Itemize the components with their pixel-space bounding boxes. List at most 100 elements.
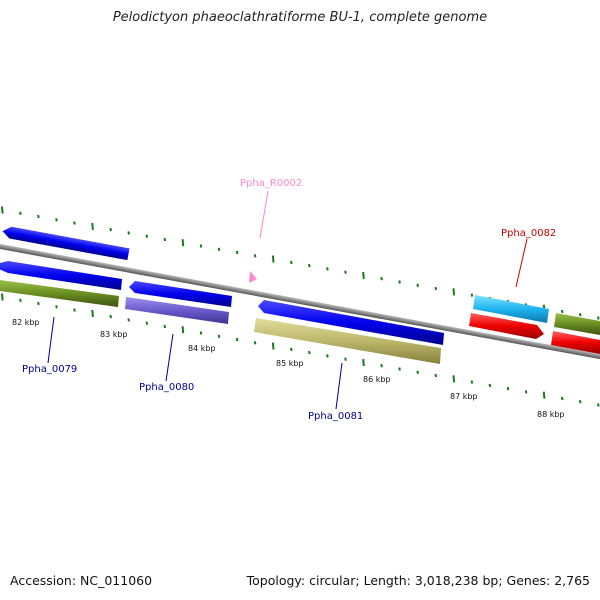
gene-ppha-r0002-marker[interactable] bbox=[249, 271, 257, 283]
outer-tick-track bbox=[1, 206, 600, 320]
kbp-label-84: 84 kbp bbox=[188, 344, 216, 353]
outer-tick-mark bbox=[290, 260, 293, 265]
outer-tick-mark bbox=[73, 221, 76, 225]
outer-tick-mark bbox=[127, 231, 130, 235]
inner-tick-mark bbox=[452, 375, 456, 383]
kbp-labels: 82 kbp 83 kbp 84 kbp 85 kbp 86 kbp 87 kb… bbox=[12, 318, 565, 419]
outer-tick-mark bbox=[271, 255, 275, 263]
outer-tick-mark bbox=[181, 239, 185, 247]
kbp-label-87: 87 kbp bbox=[450, 392, 478, 401]
gene-ppha-0081-arrow[interactable] bbox=[258, 300, 444, 345]
outer-tick-mark bbox=[217, 247, 221, 251]
inner-tick-mark bbox=[55, 305, 58, 309]
inner-tick-mark bbox=[524, 390, 528, 394]
kbp-label-85: 85 kbp bbox=[276, 359, 304, 368]
outer-tick-mark bbox=[163, 237, 167, 242]
kbp-label-83: 83 kbp bbox=[100, 330, 128, 339]
inner-tick-mark bbox=[542, 391, 546, 399]
inner-tick-mark bbox=[127, 318, 130, 322]
outer-tick-mark bbox=[344, 270, 347, 274]
outer-tick-mark bbox=[560, 309, 564, 314]
inner-tick-mark bbox=[271, 342, 275, 350]
gene-ppha-0080-arrow[interactable] bbox=[129, 281, 232, 307]
inner-tick-mark bbox=[19, 298, 22, 302]
inner-tick-mark bbox=[597, 403, 600, 407]
inner-tick-mark bbox=[344, 357, 347, 361]
label-ppha-0082[interactable]: Ppha_0082 bbox=[501, 228, 556, 239]
inner-tick-mark bbox=[109, 314, 112, 319]
kbp-label-88: 88 kbp bbox=[537, 410, 565, 419]
gene-red-band-right[interactable] bbox=[551, 331, 600, 354]
inner-tick-mark bbox=[416, 370, 419, 374]
gene-labels: Ppha_0079 Ppha_0080 Ppha_0081 Ppha_0082 … bbox=[22, 178, 556, 422]
inner-tick-mark bbox=[362, 358, 365, 367]
leader-ppha-0081 bbox=[335, 362, 343, 410]
gene-ppha-0079-arrow[interactable] bbox=[0, 261, 122, 290]
outer-tick-mark bbox=[434, 286, 438, 291]
outer-tick-mark bbox=[416, 283, 419, 287]
gene-ppha-0082-band[interactable] bbox=[473, 295, 549, 323]
outer-tick-mark bbox=[308, 263, 311, 268]
label-ppha-r0002[interactable]: Ppha_R0002 bbox=[240, 178, 302, 189]
inner-tick-mark bbox=[326, 354, 329, 358]
inner-tick-mark bbox=[560, 396, 564, 401]
outer-tick-mark bbox=[199, 244, 203, 248]
inner-tick-mark bbox=[253, 341, 257, 345]
outer-tick-mark bbox=[578, 313, 582, 317]
gene-khaki-band[interactable] bbox=[254, 318, 441, 364]
outer-tick-mark bbox=[1, 206, 4, 214]
inner-tick-mark bbox=[91, 309, 94, 317]
gene-red-arrow[interactable] bbox=[469, 313, 544, 339]
inner-tick-mark bbox=[470, 380, 474, 384]
label-ppha-0080[interactable]: Ppha_0080 bbox=[139, 382, 194, 393]
inner-tick-track bbox=[1, 293, 600, 407]
inner-tick-mark bbox=[434, 373, 438, 378]
inner-tick-mark bbox=[181, 326, 185, 334]
inner-tick-mark bbox=[506, 386, 510, 391]
outer-tick-mark bbox=[326, 267, 329, 271]
inner-tick-mark bbox=[398, 367, 401, 371]
outer-tick-mark bbox=[235, 250, 239, 255]
outer-tick-mark bbox=[109, 227, 112, 232]
leader-lines bbox=[47, 190, 528, 410]
leader-ppha-0082 bbox=[515, 238, 528, 288]
inner-tick-mark bbox=[308, 350, 311, 355]
accession-text: Accession: NC_011060 bbox=[10, 573, 153, 588]
gene-olive-band-right[interactable] bbox=[554, 313, 600, 335]
inner-tick-mark bbox=[290, 347, 293, 352]
forward-strand-genes bbox=[1, 225, 130, 261]
outer-tick-mark bbox=[145, 234, 149, 238]
genome-backbone bbox=[0, 226, 600, 377]
outer-tick-mark bbox=[398, 280, 401, 284]
leader-ppha-0080 bbox=[165, 333, 174, 382]
leader-ppha-0079 bbox=[47, 316, 55, 364]
label-ppha-0081[interactable]: Ppha_0081 bbox=[308, 411, 363, 422]
inner-tick-mark bbox=[380, 364, 383, 368]
outer-tick-mark bbox=[253, 254, 257, 258]
outer-tick-mark bbox=[91, 222, 94, 230]
gene-ppha-0079-forward[interactable] bbox=[1, 225, 130, 261]
gene-olive-band-left[interactable] bbox=[0, 280, 119, 307]
inner-tick-mark bbox=[37, 301, 40, 306]
outer-tick-mark bbox=[19, 211, 22, 215]
inner-tick-mark bbox=[578, 400, 582, 404]
label-ppha-0079[interactable]: Ppha_0079 bbox=[22, 364, 77, 375]
inner-tick-mark bbox=[217, 334, 221, 338]
outer-tick-mark bbox=[362, 271, 365, 280]
outer-tick-mark bbox=[37, 214, 40, 219]
inner-tick-mark bbox=[1, 293, 4, 301]
outer-tick-mark bbox=[470, 293, 474, 297]
genome-title: Pelodictyon phaeoclathratiforme BU-1, co… bbox=[112, 10, 488, 25]
kbp-label-82: 82 kbp bbox=[12, 318, 40, 327]
gene-purple-band[interactable] bbox=[125, 297, 229, 324]
genome-summary-text: Topology: circular; Length: 3,018,238 bp… bbox=[246, 573, 590, 588]
outer-tick-mark bbox=[452, 288, 456, 296]
outer-tick-mark bbox=[380, 277, 383, 281]
outer-tick-mark bbox=[597, 316, 600, 320]
inner-tick-mark bbox=[199, 331, 203, 335]
gene-shapes bbox=[0, 261, 600, 364]
inner-tick-mark bbox=[163, 324, 167, 329]
inner-tick-mark bbox=[235, 337, 239, 342]
outer-tick-mark bbox=[55, 218, 58, 222]
